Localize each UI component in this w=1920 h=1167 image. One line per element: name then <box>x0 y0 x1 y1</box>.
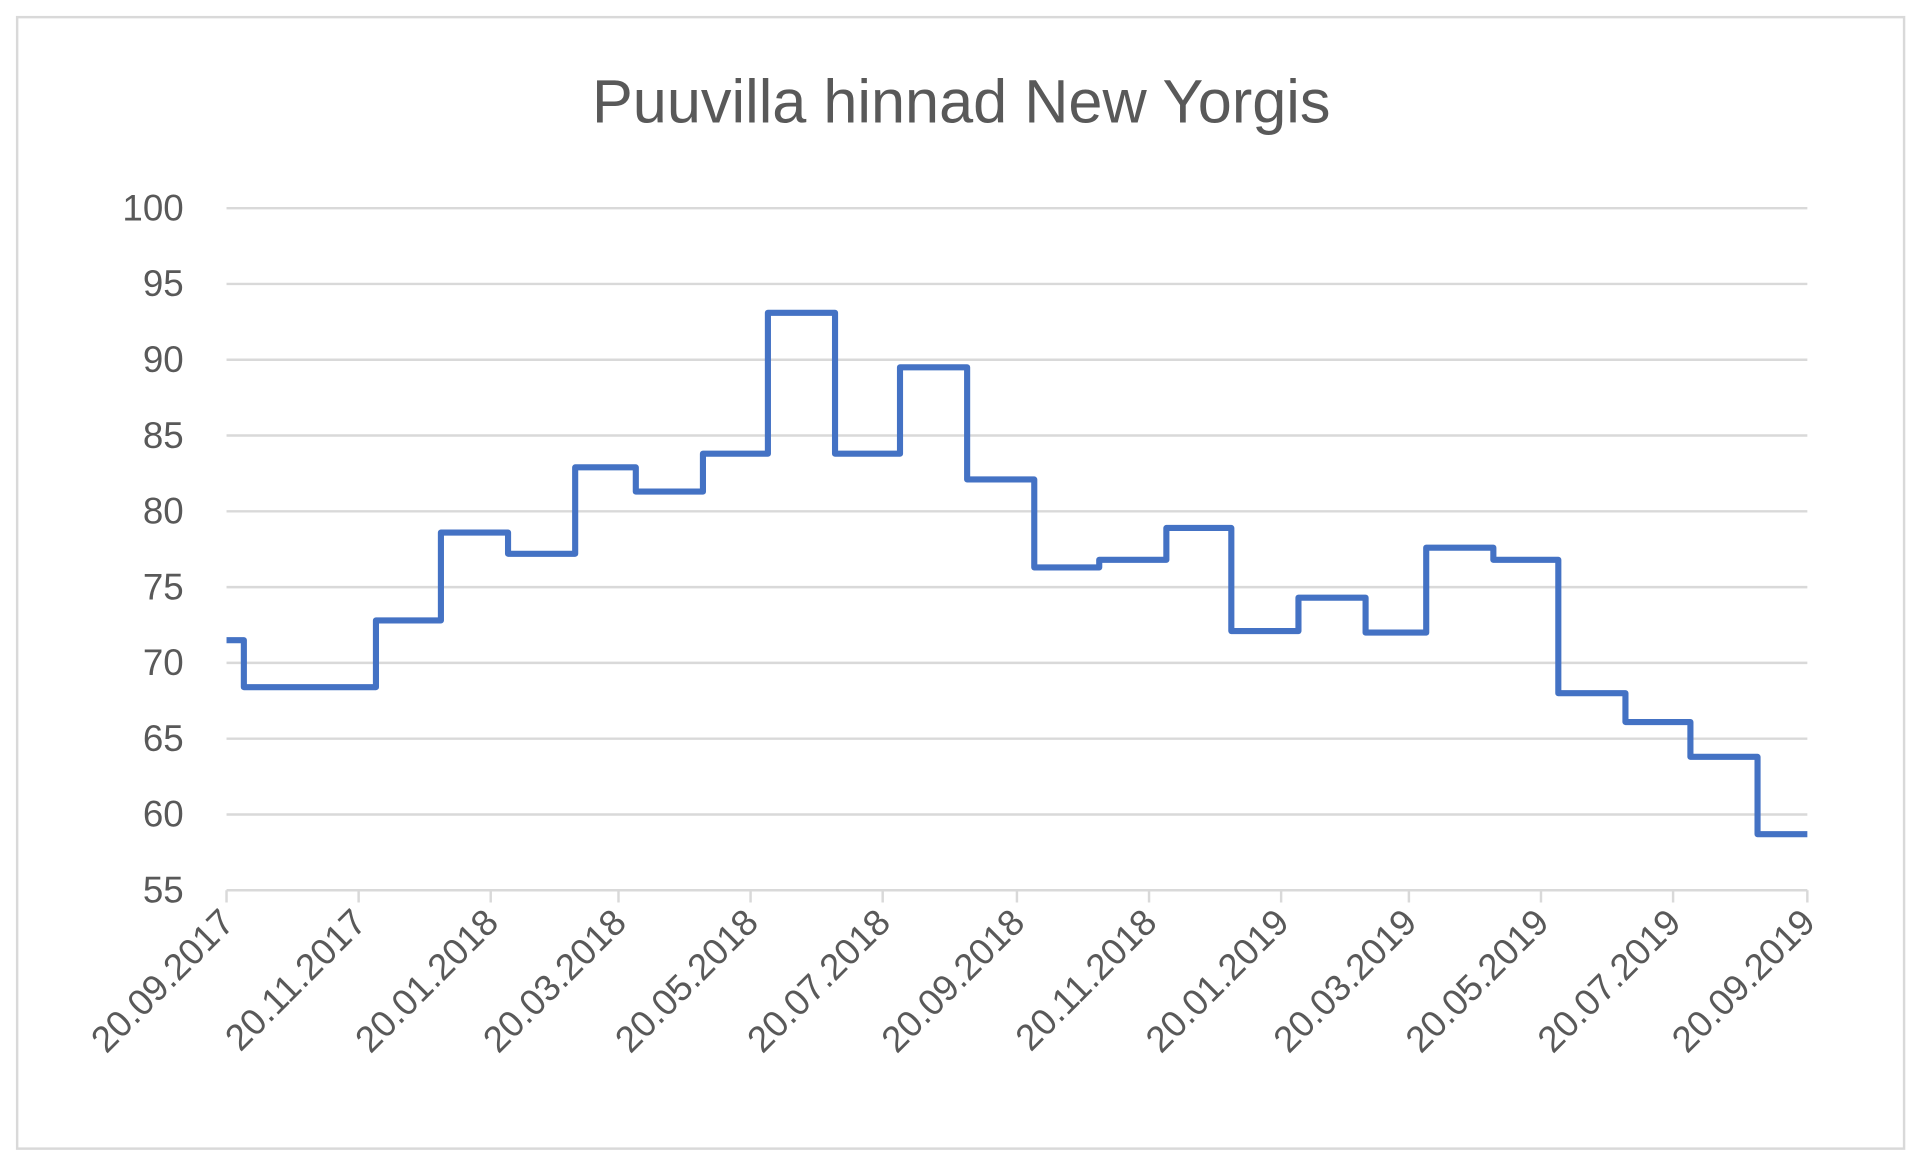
y-tick-label: 75 <box>143 566 184 607</box>
y-tick-label: 95 <box>143 263 184 304</box>
y-tick-label: 85 <box>143 415 184 456</box>
y-tick-label: 80 <box>143 491 184 532</box>
y-tick-label: 65 <box>143 718 184 759</box>
y-tick-label: 100 <box>122 187 183 228</box>
y-tick-label: 70 <box>143 642 184 683</box>
chart-border <box>15 15 1906 1150</box>
series-line <box>226 309 1808 838</box>
y-tick-label: 60 <box>143 794 184 835</box>
y-tick-label: 55 <box>143 869 184 910</box>
chart-title: Puuvilla hinnad New Yorgis <box>592 67 1330 135</box>
y-tick-label: 90 <box>143 339 184 380</box>
